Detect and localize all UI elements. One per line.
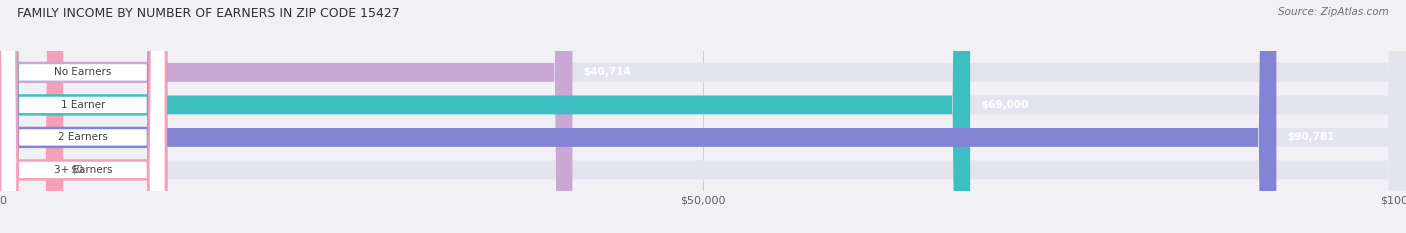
Text: Source: ZipAtlas.com: Source: ZipAtlas.com [1278, 7, 1389, 17]
Text: $0: $0 [70, 165, 83, 175]
FancyBboxPatch shape [0, 0, 63, 233]
FancyBboxPatch shape [0, 0, 166, 233]
FancyBboxPatch shape [0, 0, 572, 233]
FancyBboxPatch shape [0, 0, 166, 233]
FancyBboxPatch shape [0, 0, 166, 233]
Text: 3+ Earners: 3+ Earners [53, 165, 112, 175]
FancyBboxPatch shape [0, 0, 166, 233]
Text: $40,714: $40,714 [583, 67, 631, 77]
Text: $90,781: $90,781 [1288, 132, 1336, 142]
Text: No Earners: No Earners [55, 67, 111, 77]
Text: FAMILY INCOME BY NUMBER OF EARNERS IN ZIP CODE 15427: FAMILY INCOME BY NUMBER OF EARNERS IN ZI… [17, 7, 399, 20]
Text: $69,000: $69,000 [981, 100, 1029, 110]
Text: 2 Earners: 2 Earners [58, 132, 108, 142]
FancyBboxPatch shape [0, 0, 1277, 233]
FancyBboxPatch shape [0, 0, 970, 233]
Text: 1 Earner: 1 Earner [60, 100, 105, 110]
